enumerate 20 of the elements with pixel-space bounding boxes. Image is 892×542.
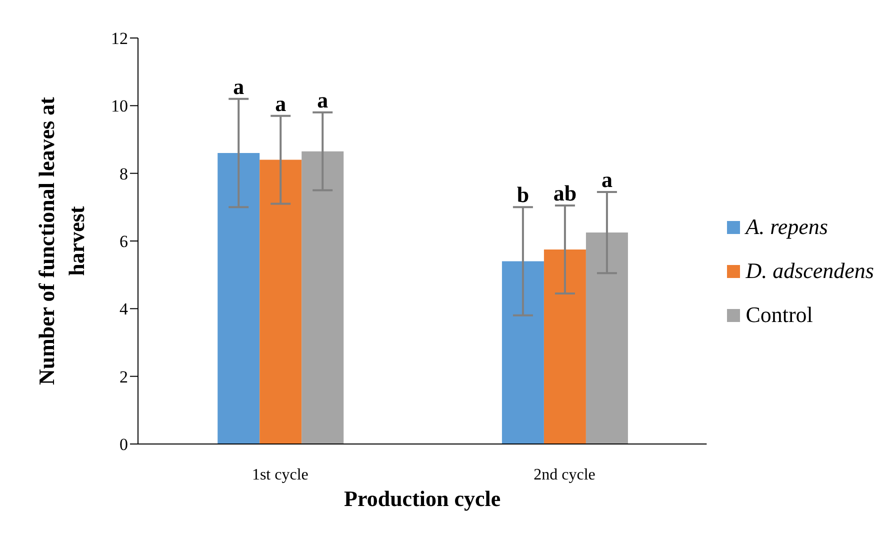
annotation: a <box>233 74 244 99</box>
y-tick-label: 6 <box>120 232 128 252</box>
legend-label: D. adscendens <box>746 258 874 284</box>
annotation: a <box>601 166 612 192</box>
x-axis-title: Production cycle <box>344 486 501 511</box>
annotation: a <box>275 90 286 116</box>
x-tick-label: 1st cycle <box>252 466 308 484</box>
y-tick-label: 0 <box>120 435 128 454</box>
annotation: a <box>317 87 328 112</box>
y-tick-label: 12 <box>111 29 128 48</box>
legend-label: Control <box>746 302 813 328</box>
y-tick-label: 10 <box>111 96 128 116</box>
annotation: ab <box>553 180 577 206</box>
legend-label: A. repens <box>746 214 828 240</box>
x-tick-label: 2nd cycle <box>534 466 596 484</box>
y-tick-label: 4 <box>120 300 128 319</box>
y-tick-label: 8 <box>120 164 128 184</box>
annotation: b <box>516 182 530 208</box>
y-tick-label: 2 <box>120 367 128 386</box>
y-axis-title: Number of functional leaves at harvest <box>34 96 89 386</box>
